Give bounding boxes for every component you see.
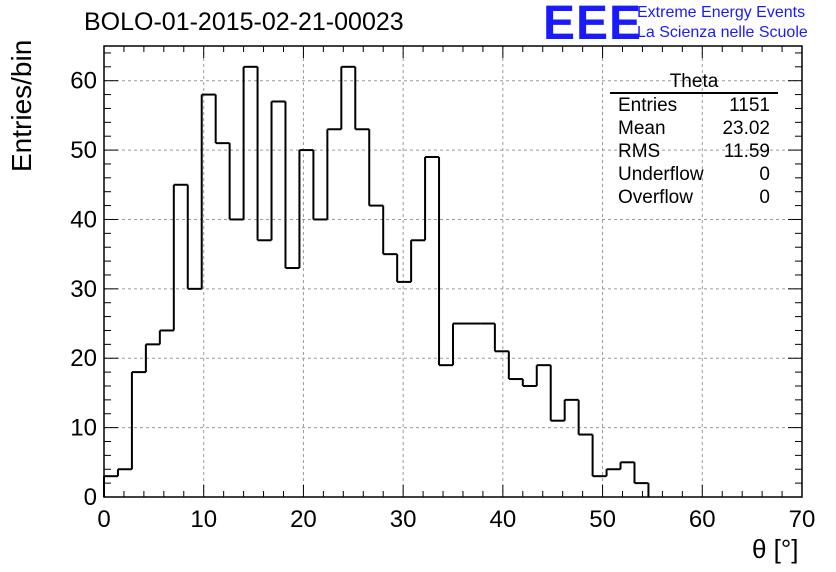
y-axis-label: Entries/bin <box>6 39 37 172</box>
stats-row-rms: RMS 11.59 <box>610 140 778 163</box>
stats-label: Entries <box>618 95 678 116</box>
stats-label: RMS <box>618 141 661 162</box>
x-tick-label: 10 <box>190 506 217 533</box>
stats-label: Underflow <box>618 164 704 185</box>
x-tick-label: 60 <box>689 506 716 533</box>
stats-row-mean: Mean 23.02 <box>610 117 778 140</box>
y-tick-label: 20 <box>70 345 97 372</box>
stats-label: Mean <box>618 118 666 139</box>
logo-caption-line-2: La Scienza nelle Scuole <box>637 24 808 41</box>
logo-caption: Extreme Energy Events La Scienza nelle S… <box>637 3 808 43</box>
stats-value: 0 <box>759 164 770 185</box>
stats-value: 0 <box>759 187 770 208</box>
y-tick-label: 60 <box>70 68 97 95</box>
y-tick-label: 40 <box>70 206 97 233</box>
x-tick-label: 0 <box>97 506 110 533</box>
x-tick-label: 50 <box>589 506 616 533</box>
eee-logo: EEE <box>543 0 643 50</box>
stats-title: Theta <box>610 71 778 94</box>
x-tick-label: 40 <box>490 506 517 533</box>
x-tick-label: 30 <box>390 506 417 533</box>
y-tick-label: 10 <box>70 415 97 442</box>
stats-row-underflow: Underflow 0 <box>610 163 778 186</box>
chart-title: BOLO-01-2015-02-21-00023 <box>84 8 404 36</box>
stats-label: Overflow <box>618 187 693 208</box>
x-tick-label: 70 <box>789 506 816 533</box>
y-tick-label: 0 <box>84 484 97 511</box>
x-axis-label: θ [°] <box>752 534 799 564</box>
stats-row-overflow: Overflow 0 <box>610 186 778 209</box>
plot-frame <box>103 45 803 498</box>
stats-value: 11.59 <box>723 141 770 162</box>
logo-caption-line-1: Extreme Energy Events <box>637 4 806 21</box>
y-tick-label: 50 <box>70 137 97 164</box>
y-tick-label: 30 <box>70 276 97 303</box>
stats-value: 1151 <box>729 95 770 116</box>
x-tick-label: 20 <box>290 506 317 533</box>
stats-value: 23.02 <box>722 118 770 139</box>
stats-box: Theta Entries 1151 Mean 23.02 RMS 11.59 … <box>610 71 778 209</box>
stats-row-entries: Entries 1151 <box>610 94 778 117</box>
